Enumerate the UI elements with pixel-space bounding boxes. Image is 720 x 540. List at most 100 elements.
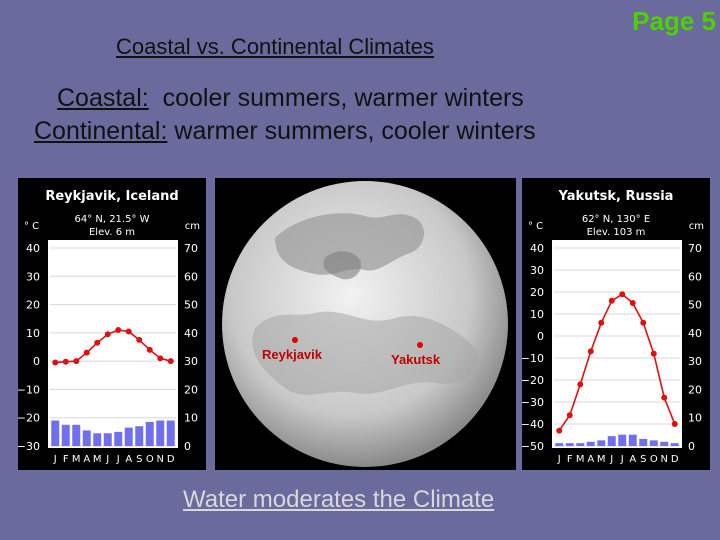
precip-bar (124, 427, 133, 446)
month-tick-label: J (609, 454, 613, 465)
greenland-landmass (275, 213, 425, 275)
month-tick-label: M (72, 454, 81, 465)
precip-bar (82, 430, 91, 446)
coastal-text: cooler summers, warmer winters (148, 84, 524, 112)
yakutsk-chart-panel: Yakutsk, Russia ° C cm 62° N, 130° E Elev. 1… (522, 178, 710, 470)
month-tick-label: A (125, 454, 132, 465)
precip-tick-label: 40 (184, 327, 198, 340)
arctic-island (323, 251, 361, 280)
temp-tick-label: −40 (522, 418, 544, 431)
temp-tick-label: −10 (522, 352, 544, 365)
reykjavik-climograph: Reykjavik, Iceland ° C cm 64° N, 21.5° W Ele… (18, 178, 206, 470)
month-tick-label: S (136, 454, 142, 465)
temperature-point (94, 339, 101, 346)
temperature-point (598, 319, 605, 326)
month-tick-label: J (105, 454, 109, 465)
continental-text: warmer summers, cooler winters (167, 117, 536, 145)
temperature-point (608, 297, 615, 304)
month-tick-label: A (83, 454, 90, 465)
precip-tick-label: 70 (688, 242, 702, 255)
temperature-point (556, 427, 563, 434)
precip-bar (61, 424, 70, 446)
precip-tick-label: 50 (184, 299, 198, 312)
yakutsk-marker (417, 342, 423, 348)
precip-bar (103, 433, 112, 446)
continental-line: Continental: warmer summers, cooler wint… (34, 117, 536, 146)
temperature-point (577, 381, 584, 388)
temperature-point (125, 328, 132, 335)
temp-tick-label: 40 (530, 242, 544, 255)
precip-tick-label: 60 (688, 270, 702, 283)
temperature-point (73, 358, 80, 365)
month-tick-label: N (157, 454, 164, 465)
temp-tick-label: 20 (530, 286, 544, 299)
coastal-label: Coastal: (57, 84, 149, 112)
temperature-point (629, 300, 636, 306)
temp-tick-label: −20 (18, 412, 40, 425)
month-tick-label: A (629, 454, 636, 465)
elevation-label: Elev. 103 m (587, 227, 646, 238)
temperature-point (136, 336, 143, 343)
temperature-point (83, 349, 90, 356)
month-tick-label: O (146, 454, 154, 465)
month-tick-label: J (620, 454, 624, 465)
slide-title: Coastal vs. Continental Climates (116, 34, 434, 59)
temp-tick-label: 20 (26, 299, 40, 312)
temperature-point (671, 421, 678, 427)
temp-tick-label: 30 (530, 264, 544, 277)
temp-tick-label: −10 (18, 383, 40, 396)
yakutsk-climograph: Yakutsk, Russia ° C cm 62° N, 130° E Elev. 1… (522, 178, 710, 470)
temperature-point (661, 394, 668, 401)
temp-tick-label: −50 (522, 440, 544, 453)
precip-tick-label: 20 (688, 383, 702, 396)
month-tick-label: M (576, 454, 585, 465)
temp-tick-label: 0 (537, 330, 544, 343)
temperature-point (52, 359, 59, 366)
precip-bar (135, 426, 144, 446)
month-tick-label: F (567, 454, 573, 465)
precip-tick-label: 0 (184, 440, 191, 453)
precip-bar (555, 443, 564, 446)
coords-label: 62° N, 130° E (582, 214, 650, 225)
month-tick-label: D (671, 454, 679, 465)
month-tick-label: M (93, 454, 102, 465)
precip-unit-label: cm (185, 221, 200, 232)
precip-unit-label: cm (689, 221, 704, 232)
precip-bar (597, 440, 606, 446)
month-tick-label: O (650, 454, 658, 465)
month-tick-label: M (597, 454, 606, 465)
footer-caption: Water moderates the Climate (183, 486, 495, 513)
temperature-point (115, 327, 122, 334)
temperature-point (566, 412, 573, 419)
precip-bar (628, 434, 637, 446)
precip-bar (72, 424, 81, 446)
temperature-point (104, 331, 111, 338)
precip-tick-label: 0 (688, 440, 695, 453)
month-tick-label: J (53, 454, 57, 465)
temperature-point (587, 348, 594, 355)
month-tick-label: N (661, 454, 668, 465)
elevation-label: Elev. 6 m (89, 227, 135, 238)
temperature-point (62, 358, 69, 365)
temp-tick-label: 30 (26, 270, 40, 283)
temp-tick-label: 10 (530, 308, 544, 321)
precip-tick-label: 60 (184, 270, 198, 283)
temperature-line (558, 293, 676, 432)
temp-tick-label: 40 (26, 242, 40, 255)
precip-bar (618, 434, 627, 446)
precip-bar (586, 441, 595, 446)
precip-tick-label: 30 (688, 355, 702, 368)
temperature-point (167, 358, 174, 365)
precip-tick-label: 30 (184, 355, 198, 368)
precip-bar (607, 436, 616, 446)
reykjavik-chart-panel: Reykjavik, Iceland ° C cm 64° N, 21.5° W Ele… (18, 178, 206, 470)
month-tick-label: A (587, 454, 594, 465)
plot-area (48, 240, 178, 448)
continental-label: Continental: (34, 117, 168, 145)
temp-tick-label: 10 (26, 327, 40, 340)
precip-bar (639, 438, 648, 446)
reykjavik-marker (292, 337, 298, 343)
temp-unit-label: ° C (24, 221, 39, 232)
temperature-point (640, 319, 647, 326)
temp-tick-label: −20 (522, 374, 544, 387)
